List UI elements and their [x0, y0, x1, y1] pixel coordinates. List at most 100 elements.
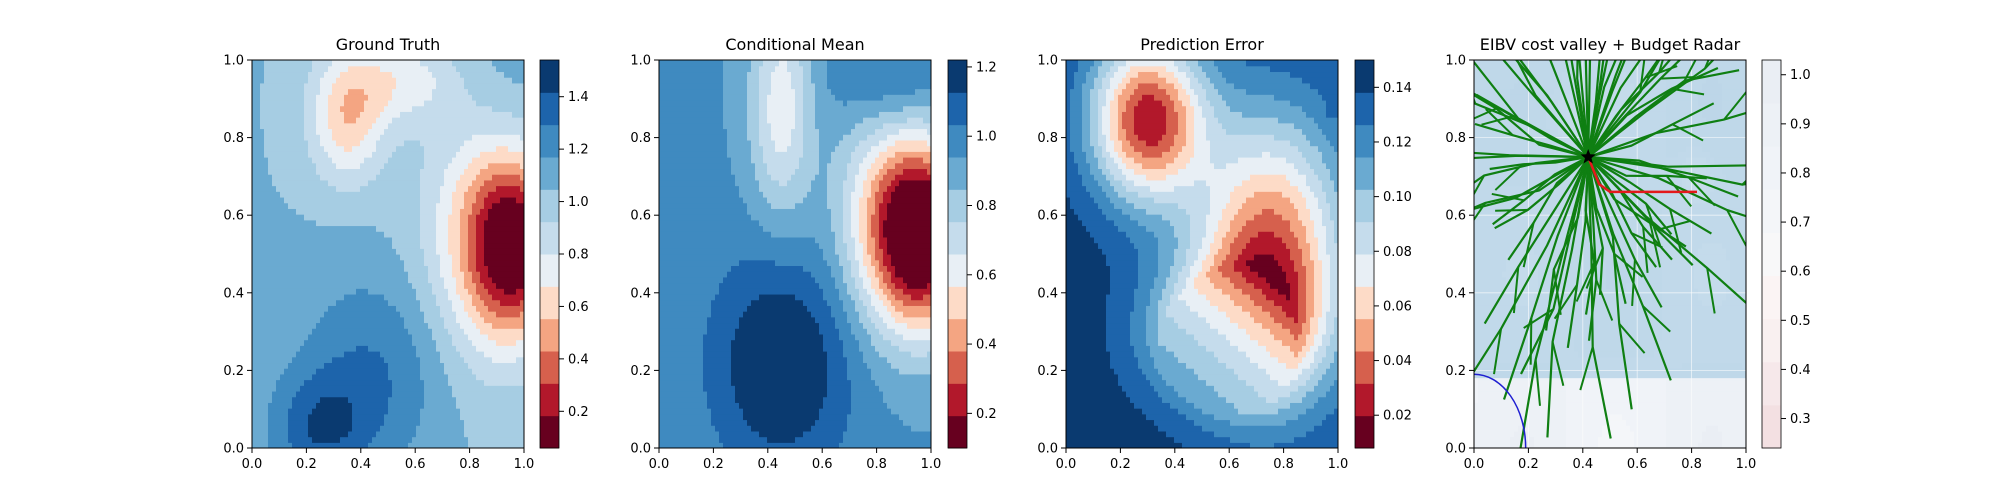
heatmap-cell	[336, 88, 341, 95]
heatmap-cell	[280, 60, 285, 67]
heatmap-cell	[448, 214, 453, 221]
heatmap-cell	[296, 305, 301, 312]
heatmap-cell	[516, 333, 521, 341]
heatmap-cell	[300, 208, 305, 215]
heatmap-cell	[512, 299, 517, 306]
heatmap-cell	[424, 99, 429, 107]
heatmap-cell	[300, 402, 305, 409]
heatmap-cell	[280, 162, 285, 170]
heatmap-cell	[484, 117, 489, 124]
heatmap-cell	[512, 322, 517, 329]
heatmap-cell	[424, 413, 429, 421]
heatmap-cell	[460, 362, 465, 369]
heatmap-cell	[324, 425, 329, 432]
heatmap-cell	[396, 208, 401, 215]
heatmap-cell	[416, 248, 421, 255]
heatmap-cell	[484, 339, 489, 346]
heatmap-cell	[304, 60, 309, 67]
heatmap-cell	[284, 328, 289, 335]
heatmap-cell	[360, 362, 365, 369]
heatmap-cell	[452, 396, 457, 403]
heatmap-cell	[292, 191, 297, 198]
heatmap-cell	[428, 402, 433, 409]
heatmap-cell	[671, 379, 676, 386]
heatmap-cell	[352, 71, 357, 78]
heatmap-cell	[472, 128, 477, 135]
heatmap-cell	[428, 339, 433, 346]
heatmap-cell	[520, 231, 524, 238]
heatmap-cell	[480, 419, 485, 426]
heatmap-cell	[388, 174, 393, 181]
heatmap-cell	[388, 60, 393, 67]
heatmap-cell	[464, 145, 469, 152]
heatmap-cell	[308, 271, 313, 278]
heatmap-cell	[276, 185, 281, 192]
heatmap-cell	[448, 254, 453, 261]
heatmap-cell	[380, 174, 385, 181]
heatmap-cell	[348, 305, 353, 312]
heatmap-cell	[432, 305, 437, 312]
heatmap-cell	[344, 276, 349, 284]
heatmap-cell	[324, 225, 329, 232]
heatmap-cell	[308, 202, 313, 209]
heatmap-cell	[380, 311, 385, 318]
heatmap-cell	[484, 145, 489, 152]
heatmap-cell	[260, 430, 265, 438]
heatmap-cell	[675, 339, 680, 346]
heatmap-cell	[264, 248, 269, 255]
heatmap-cell	[372, 436, 377, 443]
heatmap-cell	[320, 174, 325, 181]
heatmap-cell	[360, 71, 365, 78]
heatmap-cell	[312, 82, 317, 90]
heatmap-cell	[388, 265, 393, 272]
heatmap-cell	[324, 231, 329, 238]
heatmap-cell	[316, 265, 321, 272]
heatmap-cell	[324, 202, 329, 209]
heatmap-cell	[436, 259, 441, 267]
heatmap-cell	[492, 174, 497, 181]
heatmap-cell	[264, 236, 269, 244]
heatmap-cell	[432, 157, 437, 164]
heatmap-cell	[464, 134, 469, 141]
heatmap-cell	[480, 402, 485, 409]
heatmap-cell	[436, 196, 441, 204]
heatmap-cell	[256, 71, 261, 78]
heatmap-cell	[444, 276, 449, 284]
heatmap-cell	[324, 396, 329, 403]
heatmap-cell	[440, 351, 445, 358]
heatmap-cell	[392, 436, 397, 443]
heatmap-cell	[392, 179, 397, 187]
heatmap-cell	[416, 231, 421, 238]
heatmap-cell	[280, 339, 285, 346]
heatmap-cell	[368, 196, 373, 204]
heatmap-cell	[480, 442, 485, 448]
heatmap-cell	[292, 311, 297, 318]
heatmap-cell	[344, 322, 349, 329]
heatmap-cell	[496, 139, 501, 147]
axes-frame	[251, 59, 525, 449]
heatmap-cell	[304, 271, 309, 278]
heatmap-cell	[476, 413, 481, 421]
heatmap-cell	[380, 408, 385, 415]
heatmap-cell	[480, 333, 485, 341]
heatmap-cell	[260, 311, 265, 318]
heatmap-cell	[296, 77, 301, 84]
heatmap-cell	[308, 191, 313, 198]
heatmap-cell	[404, 99, 409, 107]
heatmap-cell	[667, 111, 672, 118]
heatmap-cell	[272, 122, 277, 130]
heatmap-cell	[352, 293, 357, 301]
heatmap-cell	[356, 293, 361, 301]
heatmap-cell	[412, 442, 417, 448]
colorbar-tick-label: 1.4	[568, 90, 589, 105]
heatmap-cell	[424, 282, 429, 289]
heatmap-cell	[344, 236, 349, 244]
heatmap-cell	[272, 174, 277, 181]
heatmap-cell	[496, 328, 501, 335]
heatmap-cell	[412, 254, 417, 261]
heatmap-cell	[663, 65, 668, 73]
heatmap-cell	[268, 117, 273, 124]
heatmap-cell	[268, 293, 273, 301]
heatmap-cell	[496, 345, 501, 352]
heatmap-cell	[260, 65, 265, 73]
